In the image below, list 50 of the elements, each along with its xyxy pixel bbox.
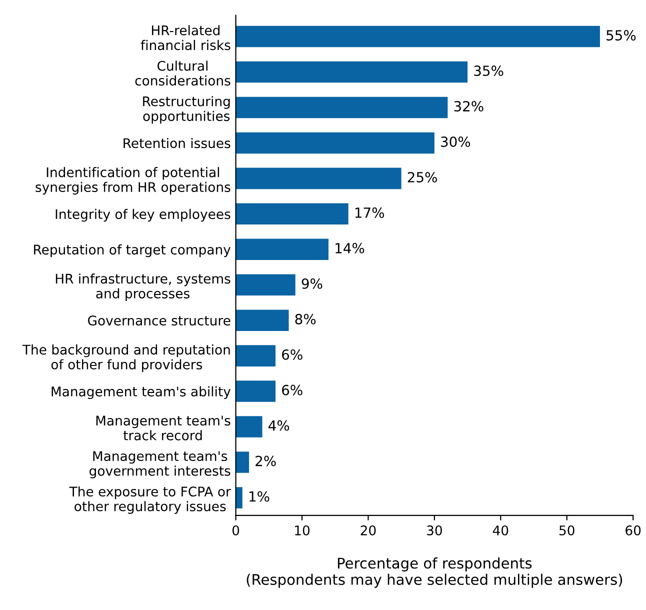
x-tick-label: 10 — [295, 525, 310, 536]
x-tick-label: 40 — [492, 525, 508, 536]
data-label: 2% — [256, 456, 276, 466]
data-label: 6% — [282, 384, 302, 396]
y-tick-label: Governance structure — [88, 316, 230, 326]
y-tick-label: Management team's ability — [52, 386, 231, 400]
bar — [236, 345, 276, 366]
y-tick-label: Management team's track record — [96, 416, 230, 440]
data-label: 4% — [268, 420, 290, 431]
y-tick-label: Restructuring opportunities — [143, 96, 230, 124]
data-label: 8% — [295, 314, 316, 324]
bar — [236, 238, 328, 260]
x-axis-title: Percentage of respondents (Respondents may have selected multiple answers) — [246, 557, 622, 588]
data-label: 35% — [474, 66, 504, 76]
bar — [236, 61, 468, 83]
bar — [236, 452, 250, 473]
x-tick-label: 20 — [360, 525, 376, 536]
data-label: 17% — [355, 207, 384, 218]
y-tick-label: HR infrastructure, systems and processes — [56, 273, 230, 302]
data-label: 55% — [606, 30, 636, 41]
bar — [236, 416, 262, 438]
y-tick-label: The exposure to FCPA or other regulatory issues — [69, 486, 231, 514]
y-tick-label: Integrity of key employees — [56, 208, 230, 222]
data-label: 1% — [249, 491, 270, 502]
y-tick-label: Retention issues — [124, 138, 230, 148]
y-tick-label: Reputation of target company — [34, 244, 231, 258]
x-tick-label: 50 — [559, 525, 574, 536]
data-label: 6% — [282, 349, 302, 360]
y-tick-label: Cultural considerations — [135, 60, 230, 86]
bar — [236, 380, 276, 402]
x-tick-label: 30 — [427, 525, 442, 536]
bar — [236, 168, 402, 190]
x-tick-label: 60 — [626, 525, 641, 536]
y-tick-label: Management team's government interests — [90, 451, 230, 478]
bar — [236, 310, 289, 331]
x-tick-label: 0 — [232, 525, 240, 536]
data-label: 9% — [302, 278, 322, 289]
bar — [236, 26, 600, 48]
bar — [236, 203, 348, 225]
data-label: 30% — [441, 136, 470, 147]
bar — [236, 274, 296, 296]
y-tick-label: Indentification of potential synergies from HR operations — [36, 167, 230, 195]
bar — [236, 132, 434, 154]
data-label: 32% — [454, 101, 484, 112]
data-label: 14% — [336, 242, 364, 254]
bar — [236, 487, 242, 508]
y-tick-label: The background and reputation of other fund providers — [22, 344, 230, 372]
bar — [236, 96, 448, 118]
data-label: 25% — [408, 172, 437, 182]
y-tick-label: HR-related financial risks — [140, 25, 230, 50]
